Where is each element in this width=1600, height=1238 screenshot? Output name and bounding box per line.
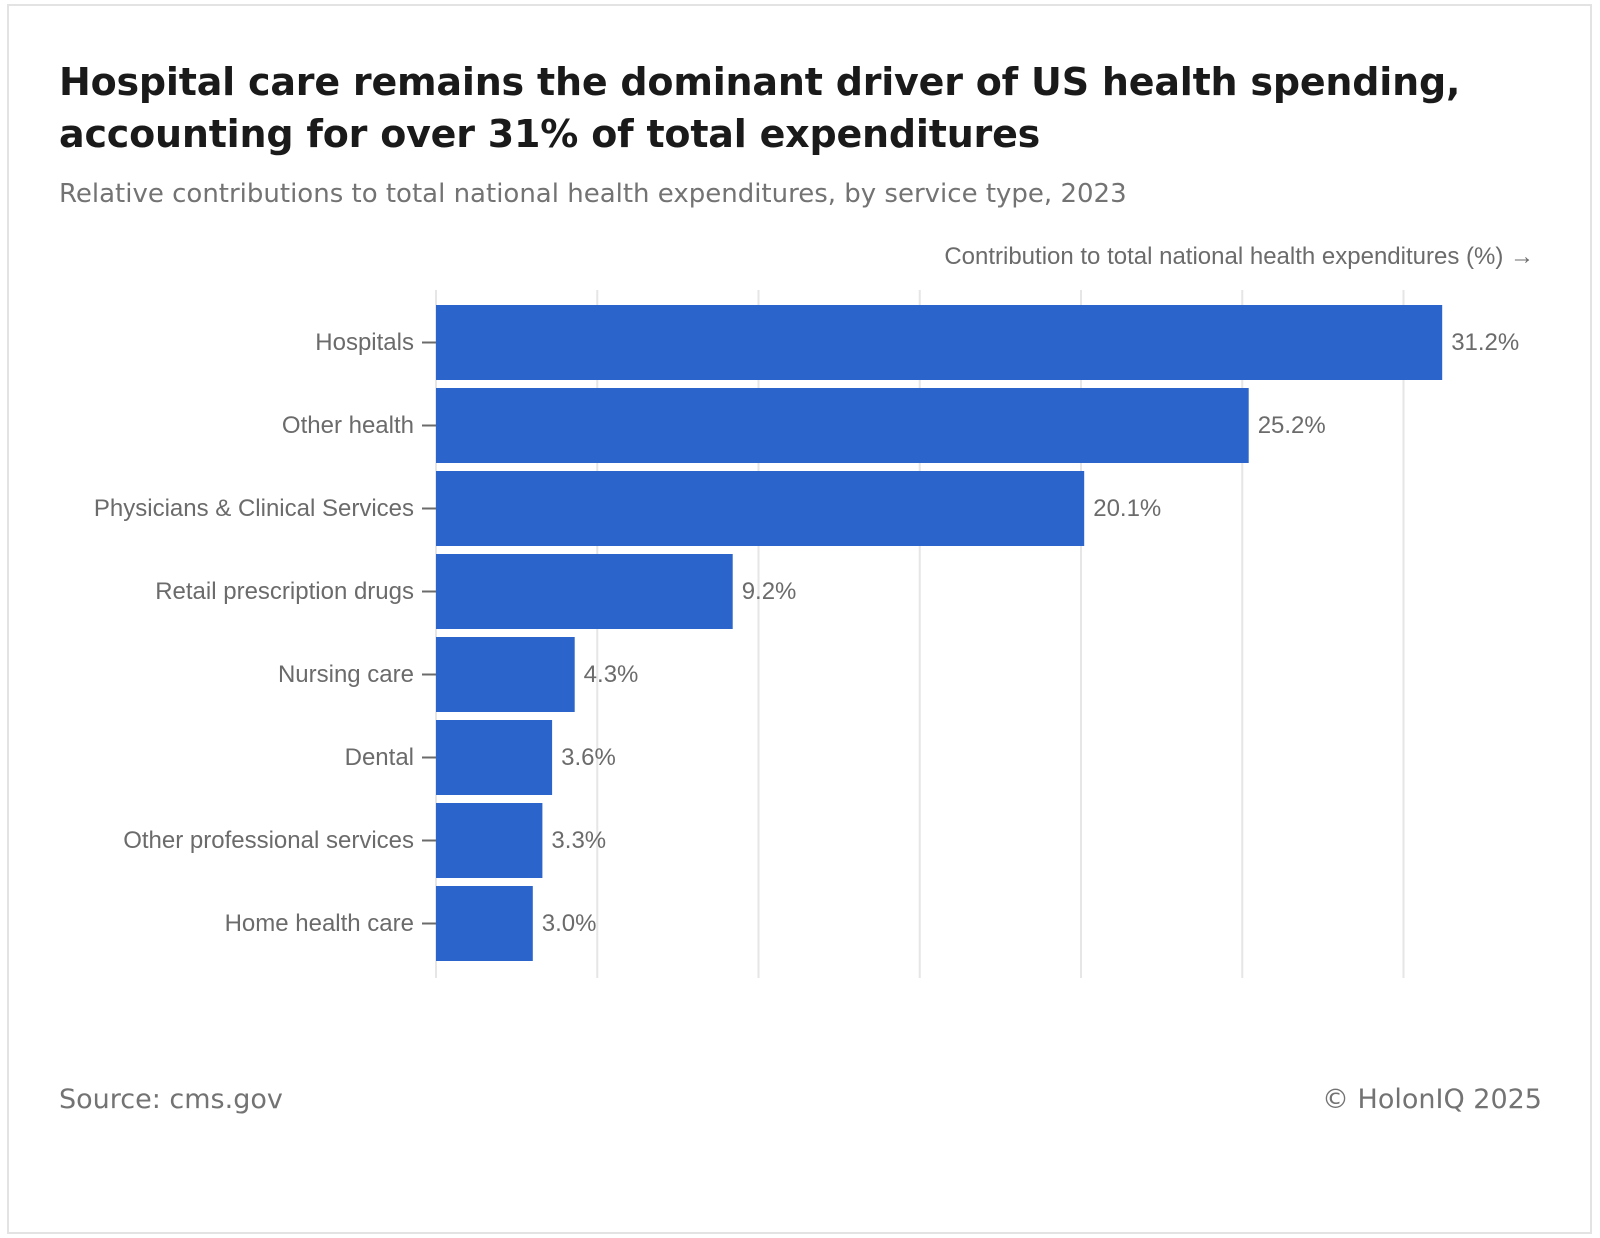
bars [436, 305, 1443, 961]
copyright-note: © HolonIQ 2025 [1321, 1084, 1542, 1115]
bar [436, 471, 1085, 546]
bar [436, 554, 733, 629]
category-labels: Hospitals Other health Physicians & Clinic… [94, 329, 436, 937]
category-label: Other professional services [123, 827, 414, 854]
x-axis-label: Contribution to total national health ex… [944, 243, 1534, 270]
source-note: Source: cms.gov [59, 1084, 283, 1115]
value-labels: 31.2% 25.2% 20.1% 9.2% 4.3% 3.6% 3.3% 3.0% [542, 329, 1520, 937]
value-label: 9.2% [742, 578, 797, 605]
bar [436, 305, 1443, 380]
chart-card [7, 4, 1592, 1234]
value-label: 20.1% [1093, 495, 1161, 522]
category-label: Physicians & Clinical Services [94, 495, 414, 522]
bar [436, 637, 575, 712]
chart-subtitle: Relative contributions to total national… [59, 179, 1127, 209]
bar [436, 720, 553, 795]
category-label: Hospitals [315, 329, 414, 356]
category-label: Home health care [225, 910, 414, 937]
value-label: 3.0% [542, 910, 597, 937]
bar [436, 388, 1249, 463]
chart-title: Hospital care remains the dominant drive… [59, 60, 1461, 156]
bar [436, 886, 533, 961]
category-label: Dental [345, 744, 414, 771]
value-label: 25.2% [1258, 412, 1326, 439]
category-label: Retail prescription drugs [155, 578, 414, 605]
category-label: Other health [282, 412, 414, 439]
bar [436, 803, 543, 878]
value-label: 3.6% [561, 744, 616, 771]
category-label: Nursing care [278, 661, 414, 688]
value-label: 31.2% [1451, 329, 1519, 356]
value-label: 3.3% [551, 827, 606, 854]
value-label: 4.3% [584, 661, 639, 688]
